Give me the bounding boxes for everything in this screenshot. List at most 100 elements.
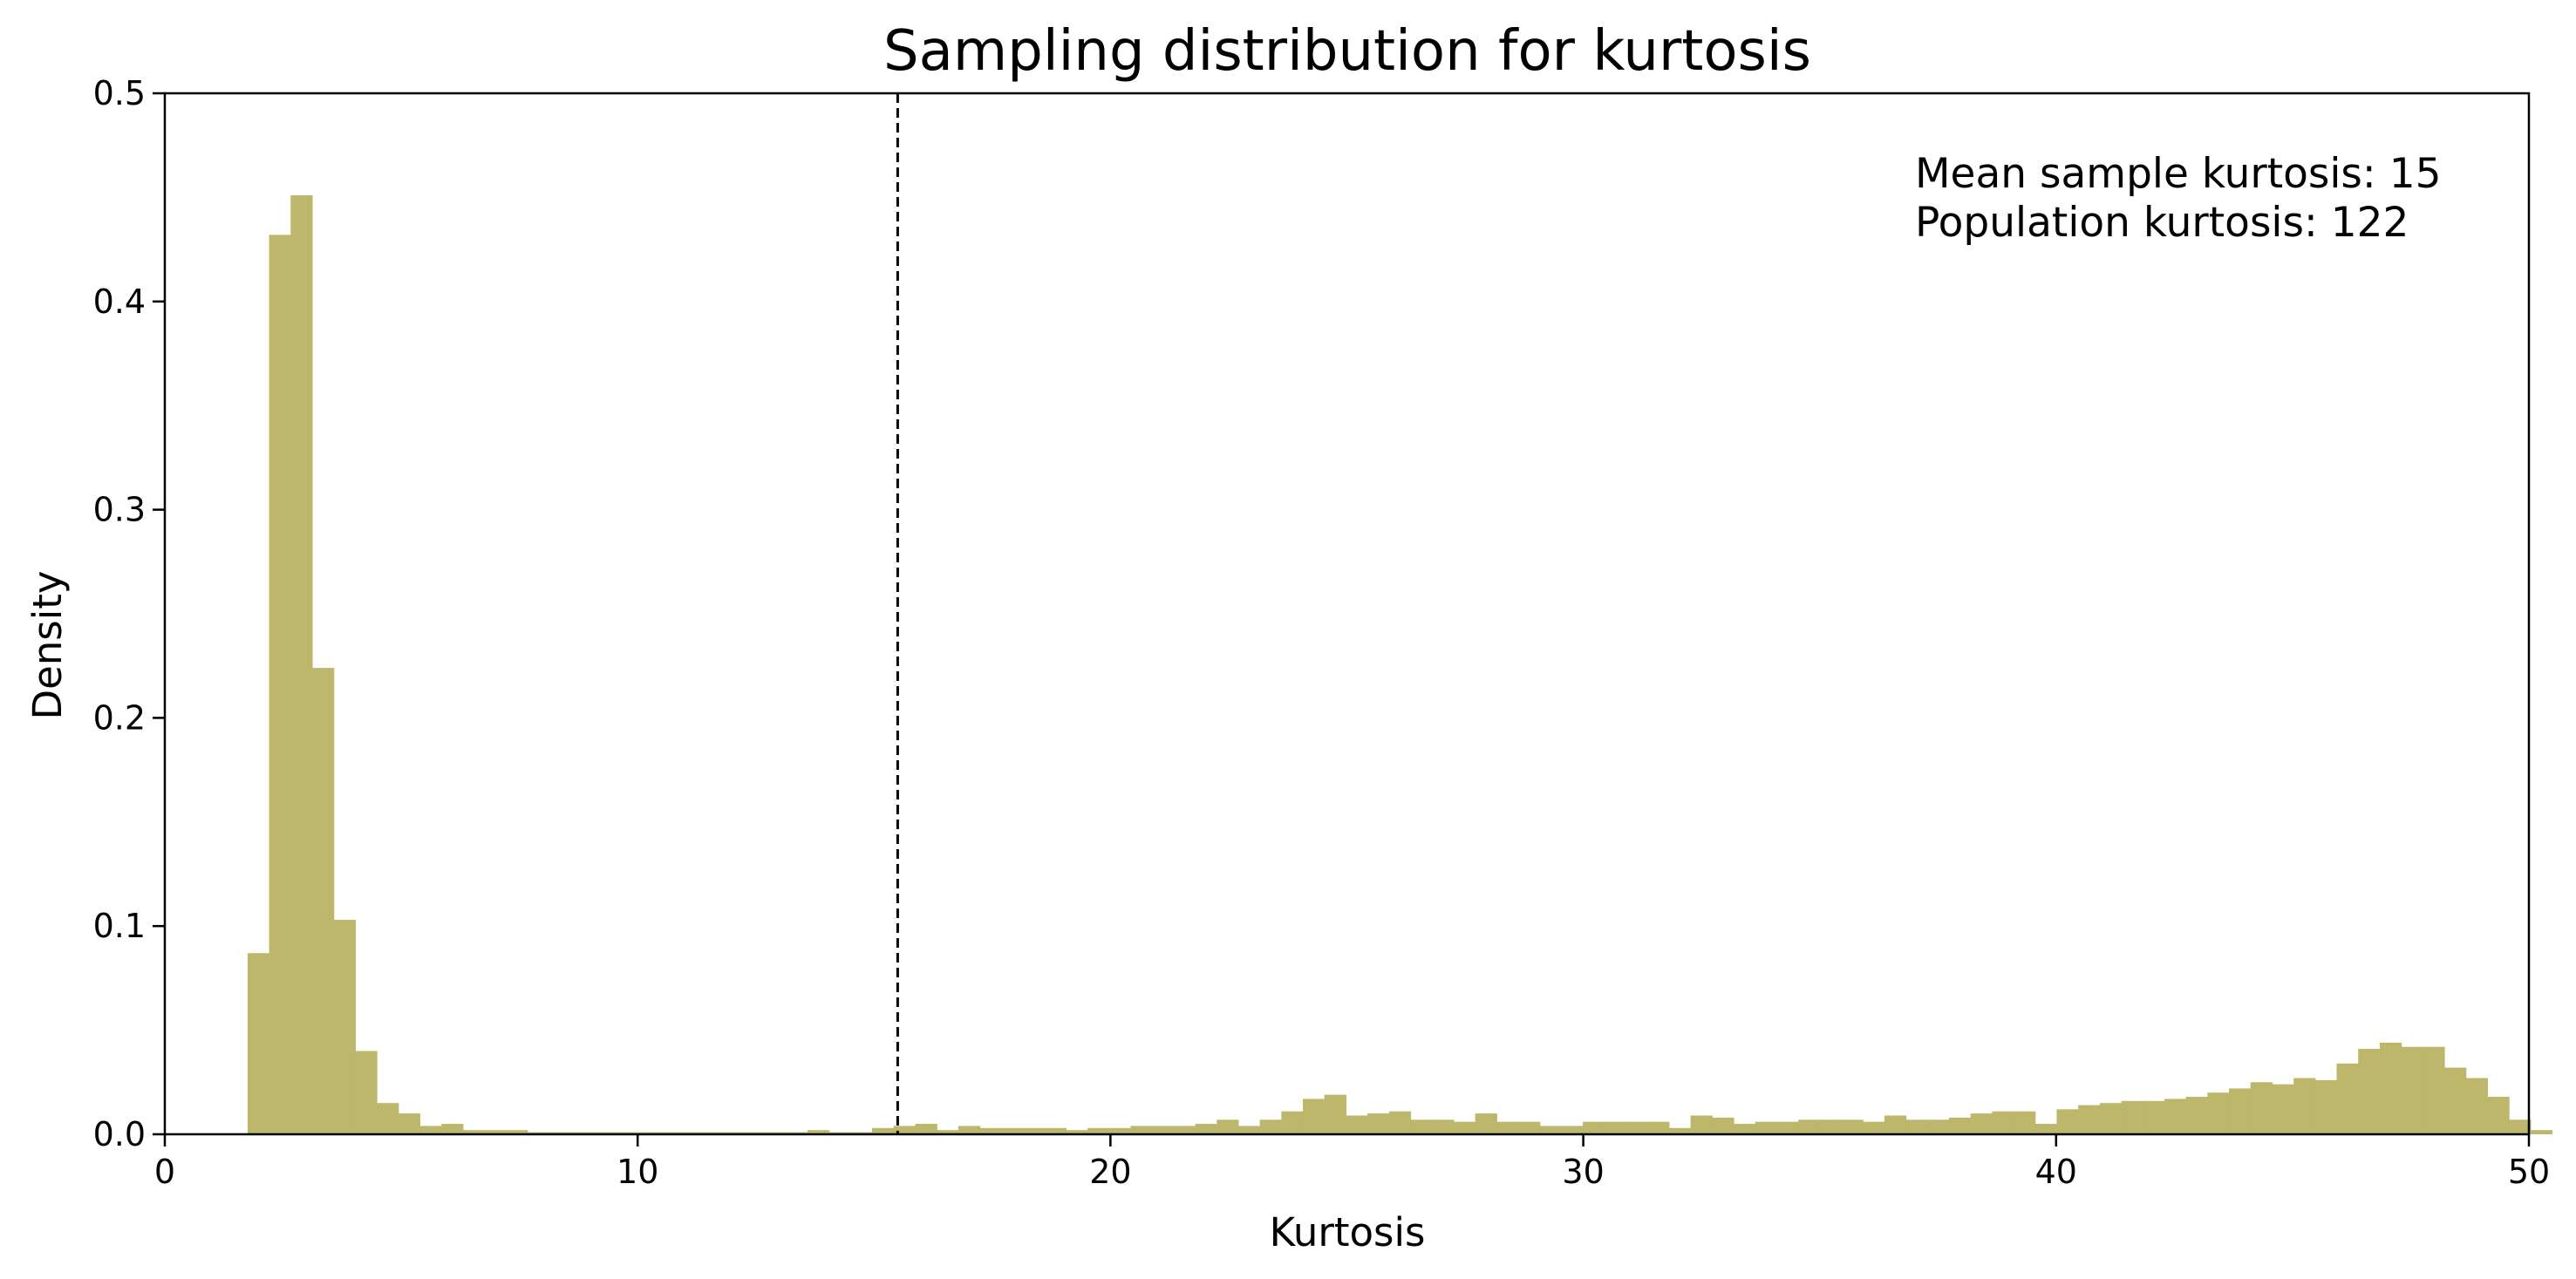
histogram-bar bbox=[1001, 1127, 1024, 1134]
histogram-bar bbox=[2293, 1078, 2316, 1134]
histogram-bar bbox=[1173, 1126, 1196, 1134]
histogram-bar bbox=[1690, 1115, 1713, 1134]
histogram-bar bbox=[1044, 1127, 1067, 1134]
histogram-bar bbox=[2185, 1097, 2208, 1134]
x-tick-label: 10 bbox=[617, 1153, 658, 1191]
histogram-bar bbox=[1410, 1119, 1433, 1134]
histogram-bar bbox=[2379, 1042, 2402, 1134]
chart-title: Sampling distribution for kurtosis bbox=[883, 19, 1811, 84]
histogram-bar bbox=[247, 953, 270, 1134]
x-axis-label: Kurtosis bbox=[1270, 1209, 1426, 1255]
y-tick-label: 0.4 bbox=[93, 282, 146, 321]
population-kurtosis-annotation: Population kurtosis: 122 bbox=[1915, 199, 2409, 247]
histogram-bar bbox=[1432, 1119, 1455, 1134]
histogram-bar bbox=[290, 195, 313, 1135]
histogram-bar bbox=[1108, 1127, 1132, 1134]
histogram-bar bbox=[1798, 1119, 1821, 1134]
histogram-bar bbox=[2444, 1067, 2467, 1134]
histogram-bar bbox=[808, 1130, 830, 1134]
plot-frame bbox=[163, 92, 2531, 1136]
histogram-bar bbox=[1927, 1119, 1950, 1134]
histogram-bar bbox=[355, 1051, 378, 1134]
histogram-bar bbox=[2314, 1079, 2338, 1134]
histogram-bar bbox=[1475, 1113, 1497, 1134]
x-tick-label: 30 bbox=[1562, 1153, 1604, 1191]
histogram-bar bbox=[1388, 1111, 1412, 1134]
histogram-bar bbox=[419, 1126, 442, 1134]
y-tick-label: 0.5 bbox=[93, 74, 146, 112]
x-tick-label: 50 bbox=[2508, 1153, 2550, 1191]
histogram-bar bbox=[1496, 1121, 1519, 1134]
histogram-bar bbox=[1712, 1117, 1734, 1134]
histogram-bar bbox=[2207, 1092, 2230, 1134]
y-tick-label: 0.1 bbox=[93, 907, 146, 945]
histogram-bar bbox=[2250, 1082, 2273, 1134]
histogram-bar bbox=[2509, 1119, 2532, 1134]
histogram-bar bbox=[1130, 1126, 1153, 1134]
histogram-bar bbox=[1970, 1113, 1993, 1134]
histogram-bar bbox=[1087, 1127, 1110, 1134]
histogram-bar bbox=[1604, 1121, 1627, 1134]
histogram-bar bbox=[2034, 1124, 2058, 1134]
histogram-bar bbox=[2423, 1046, 2445, 1134]
histogram-bar bbox=[1819, 1119, 1843, 1134]
histogram-bar bbox=[2530, 1130, 2553, 1134]
histogram-bar bbox=[1518, 1121, 1541, 1134]
histogram-bar bbox=[377, 1103, 399, 1134]
y-tick-label: 0.3 bbox=[93, 491, 146, 529]
histogram-bar bbox=[311, 668, 335, 1134]
histogram-bar bbox=[1346, 1115, 1368, 1134]
histogram-bar bbox=[1863, 1121, 1885, 1134]
histogram-bar bbox=[1841, 1119, 1864, 1134]
histogram-bar bbox=[893, 1126, 917, 1134]
x-tick-label: 40 bbox=[2035, 1153, 2077, 1191]
histogram-bar bbox=[1992, 1111, 2014, 1134]
histogram-bar bbox=[1561, 1126, 1584, 1134]
histogram-bar bbox=[1022, 1127, 1046, 1134]
mean-sample-kurtosis-annotation: Mean sample kurtosis: 15 bbox=[1915, 150, 2442, 198]
y-tick-label: 0.2 bbox=[93, 698, 146, 737]
histogram-bar bbox=[2121, 1100, 2143, 1134]
histogram-bar bbox=[957, 1126, 981, 1134]
histogram-bar bbox=[1324, 1094, 1347, 1134]
histogram-bar bbox=[1152, 1126, 1175, 1134]
histogram-bar bbox=[2487, 1097, 2510, 1134]
histogram-bar bbox=[2078, 1105, 2101, 1134]
y-tick-label: 0.0 bbox=[93, 1115, 146, 1153]
x-tick-label: 20 bbox=[1089, 1153, 1131, 1191]
histogram-bar bbox=[1237, 1126, 1261, 1134]
histogram-bar bbox=[1216, 1119, 1239, 1134]
histogram-bar bbox=[269, 235, 291, 1134]
histogram-bar bbox=[462, 1130, 486, 1134]
histogram-bar bbox=[1776, 1121, 1799, 1134]
histogram-bar bbox=[1647, 1121, 1670, 1134]
histogram-bar bbox=[2143, 1100, 2165, 1134]
histogram-bar bbox=[1453, 1121, 1476, 1134]
histogram-bar bbox=[398, 1113, 421, 1134]
histogram-bar bbox=[484, 1130, 507, 1134]
x-axis-ticks: 0 10 20 30 40 50 bbox=[154, 1134, 2550, 1191]
histogram-bar bbox=[1733, 1124, 1756, 1134]
histogram-bar bbox=[1195, 1124, 1217, 1134]
histogram-bar bbox=[1281, 1111, 1304, 1134]
histogram-bar bbox=[1066, 1130, 1088, 1134]
histogram-bar bbox=[1905, 1119, 1928, 1134]
histogram-bar bbox=[2229, 1088, 2252, 1134]
histogram-bar bbox=[2336, 1063, 2359, 1134]
y-axis-ticks: 0.0 0.1 0.2 0.3 0.4 0.5 bbox=[93, 74, 165, 1153]
histogram-bar bbox=[2164, 1099, 2187, 1134]
histogram-bar bbox=[2358, 1049, 2381, 1134]
histogram-bar bbox=[1884, 1115, 1907, 1134]
histogram-bar bbox=[1625, 1121, 1648, 1134]
histogram-bar bbox=[872, 1127, 895, 1134]
histogram-bar bbox=[937, 1130, 959, 1134]
histogram-bar bbox=[2014, 1111, 2036, 1134]
histogram-bar bbox=[2056, 1109, 2079, 1134]
histogram-bar bbox=[441, 1124, 464, 1134]
histogram-bars bbox=[247, 195, 2553, 1135]
histogram-bar bbox=[1583, 1121, 1605, 1134]
x-tick-label: 0 bbox=[154, 1153, 175, 1191]
histogram-bar bbox=[333, 920, 356, 1134]
histogram-bar bbox=[1259, 1119, 1282, 1134]
